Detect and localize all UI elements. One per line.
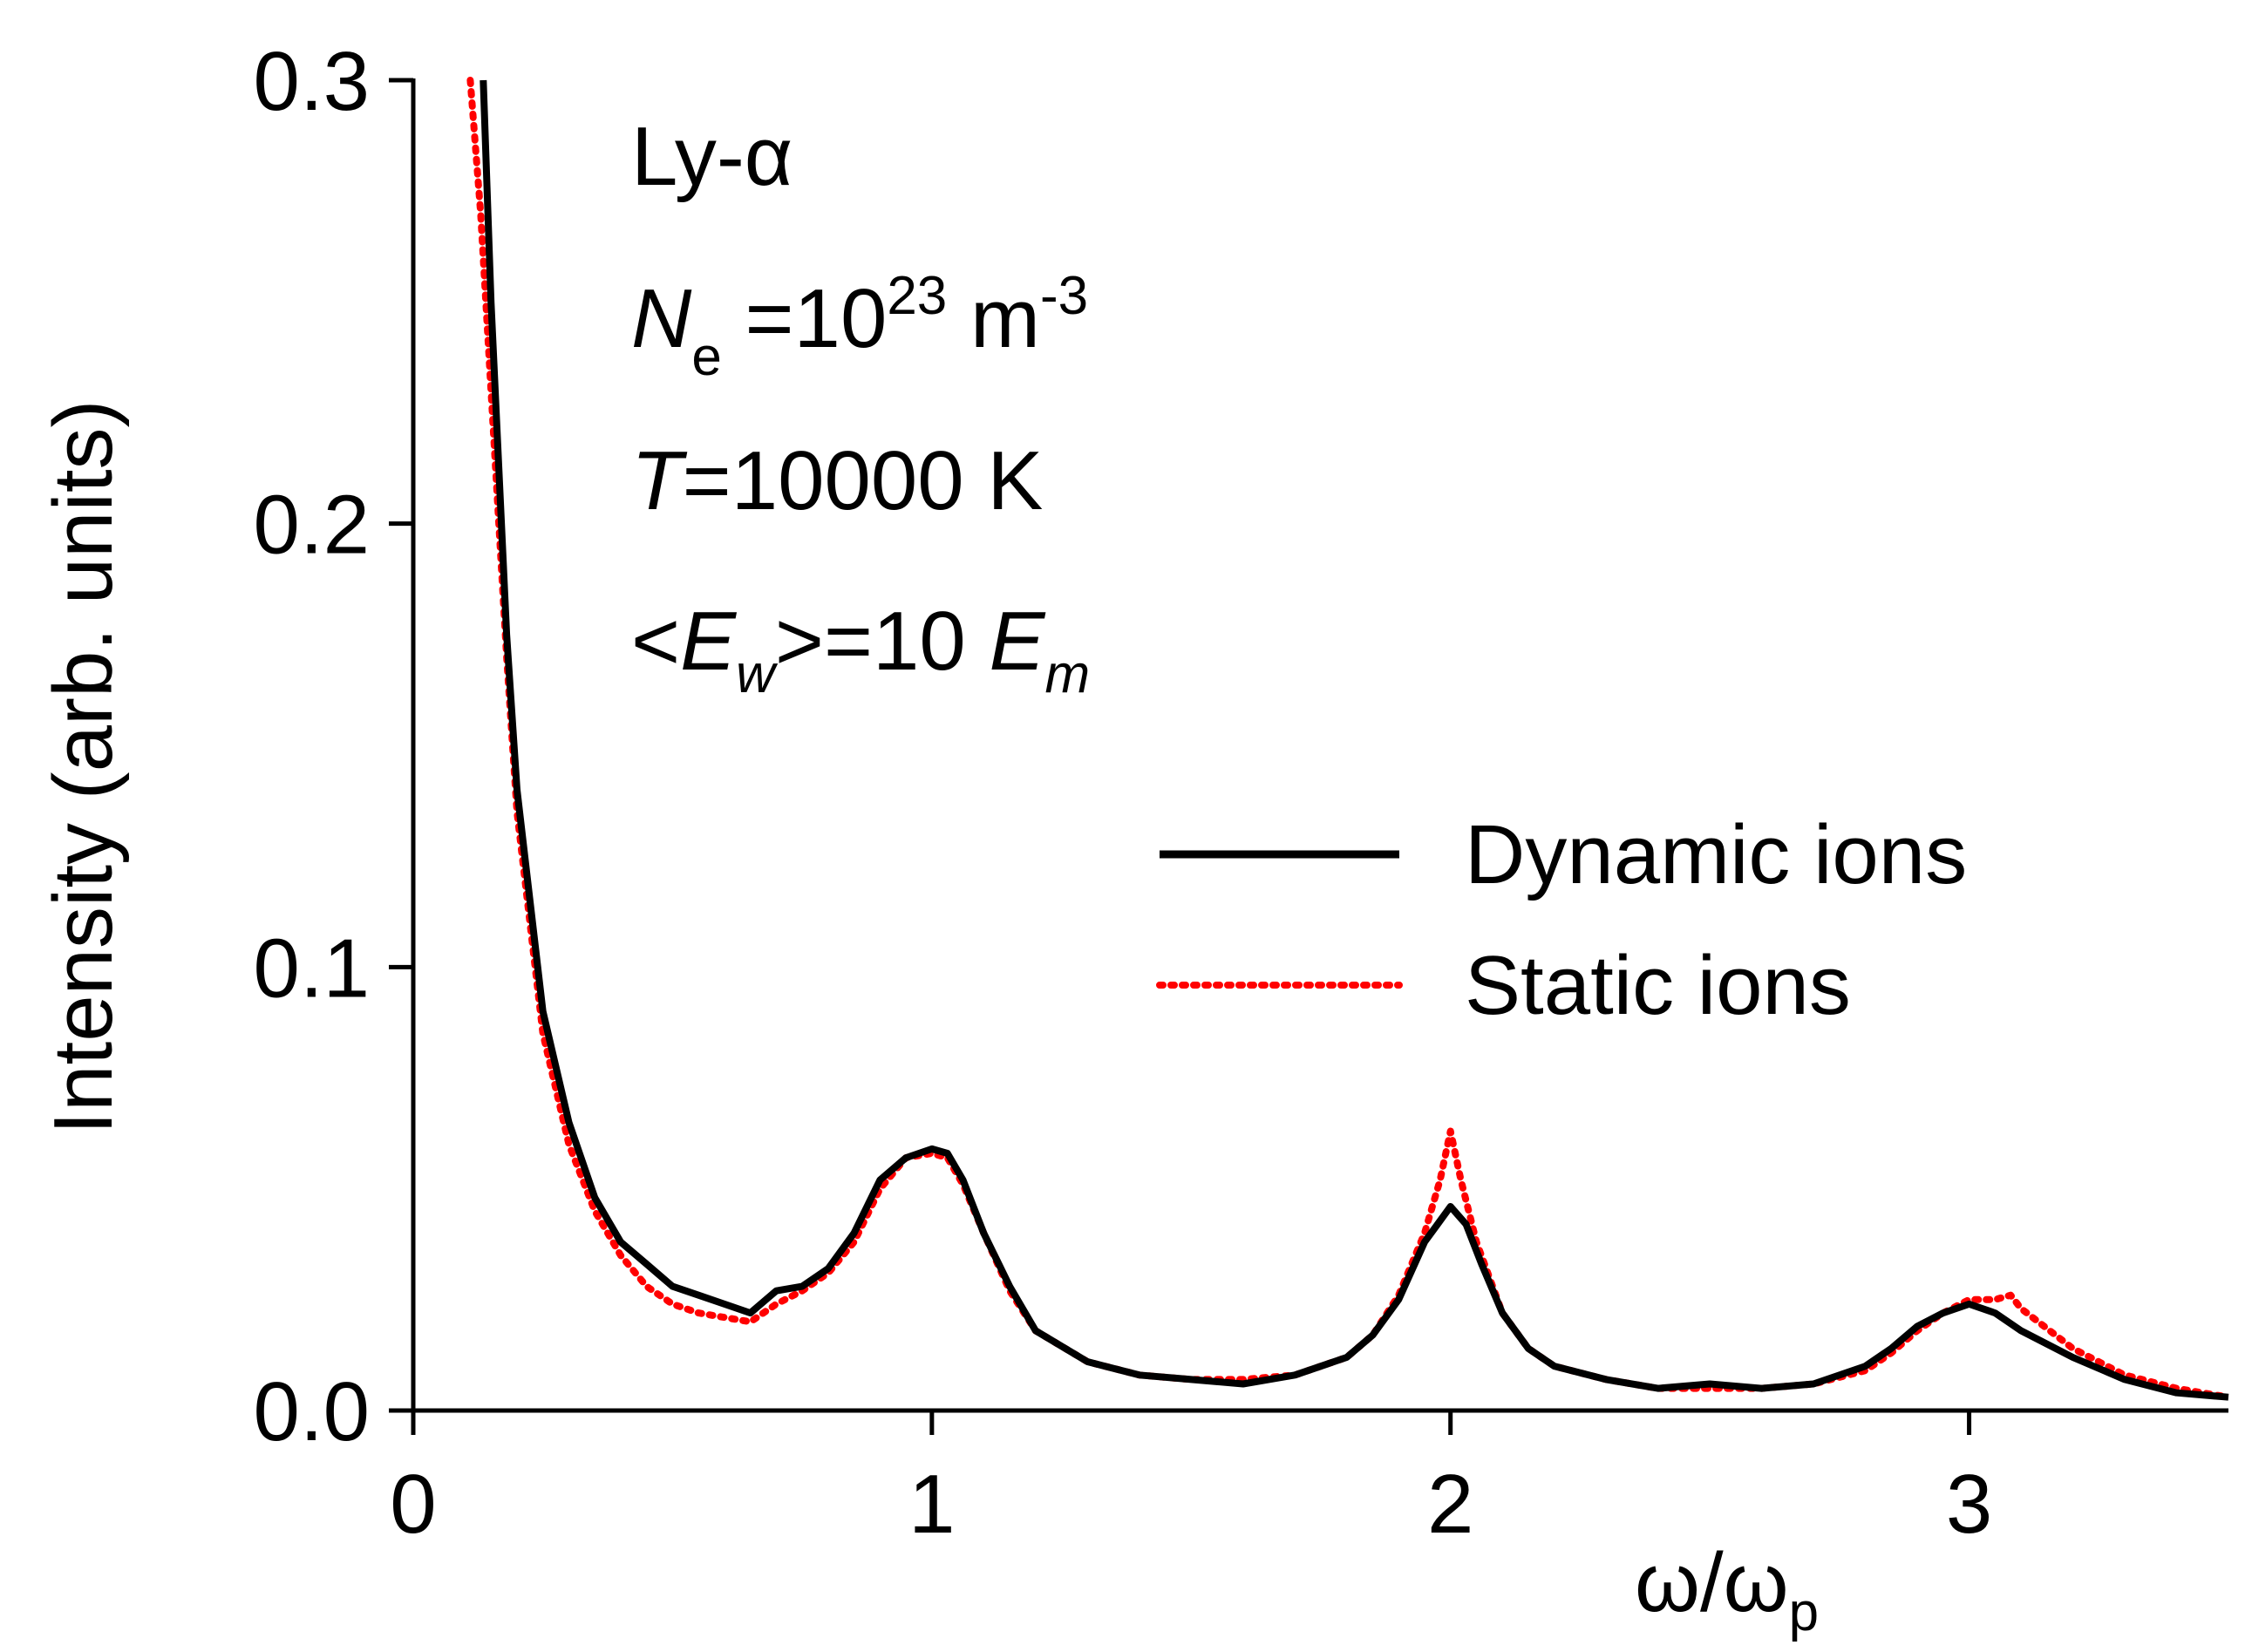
y-axis-label: Intensity (arb. units): [37, 400, 130, 1135]
x-tick-label: 0: [390, 1458, 436, 1551]
x-tick-label: 3: [1946, 1458, 1992, 1551]
field-value: >=10: [775, 595, 990, 688]
y-tick-label: 0.2: [254, 479, 370, 572]
annotation-line-temperature: T=10000 K: [631, 434, 1043, 527]
field-symbol-1: E: [680, 595, 737, 688]
annotation-line-name: Ly-α: [631, 110, 793, 203]
x-axis-label-sub: p: [1789, 1582, 1819, 1642]
annotation-line-field: <Ew>=10 Em: [631, 595, 1090, 704]
y-tick-label: 0.3: [254, 35, 370, 128]
x-axis-ticks: 0 1 2 3: [390, 1411, 1992, 1551]
plot-area: [466, 77, 2232, 1401]
y-axis-ticks: 0.0 0.1 0.2 0.3: [254, 35, 413, 1458]
annotation-block: Ly-α Ne =1023 m-3 T=10000 K <Ew>=10 Em: [631, 110, 1090, 704]
y-tick-label: 0.0: [254, 1365, 370, 1458]
x-axis-label: ω/ωp: [1635, 1536, 1819, 1642]
field-subscript-1: w: [736, 644, 779, 704]
density-exponent: 23: [887, 266, 947, 326]
legend: Dynamic ions Static ions: [1156, 808, 1967, 1032]
density-subscript: e: [691, 327, 721, 387]
annotation-line-density: Ne =1023 m-3: [631, 266, 1088, 387]
legend-label-static: Static ions: [1465, 939, 1851, 1032]
density-value: =10: [722, 272, 888, 365]
density-unit-exponent: -3: [1040, 266, 1088, 326]
x-axis-label-base: ω/ω: [1635, 1536, 1789, 1629]
temperature-value: =10000 K: [683, 434, 1044, 527]
legend-label-dynamic: Dynamic ions: [1465, 808, 1967, 901]
series-line-dynamic-ions: [480, 79, 2229, 1401]
density-symbol: N: [631, 272, 692, 365]
density-unit: m: [947, 272, 1040, 365]
field-open-bracket: <: [631, 595, 680, 688]
temperature-symbol: T: [631, 434, 688, 527]
y-tick-label: 0.1: [254, 921, 370, 1015]
field-subscript-2: m: [1044, 644, 1090, 704]
x-tick-label: 1: [908, 1458, 955, 1551]
x-tick-label: 2: [1427, 1458, 1473, 1551]
field-symbol-2: E: [989, 595, 1045, 688]
